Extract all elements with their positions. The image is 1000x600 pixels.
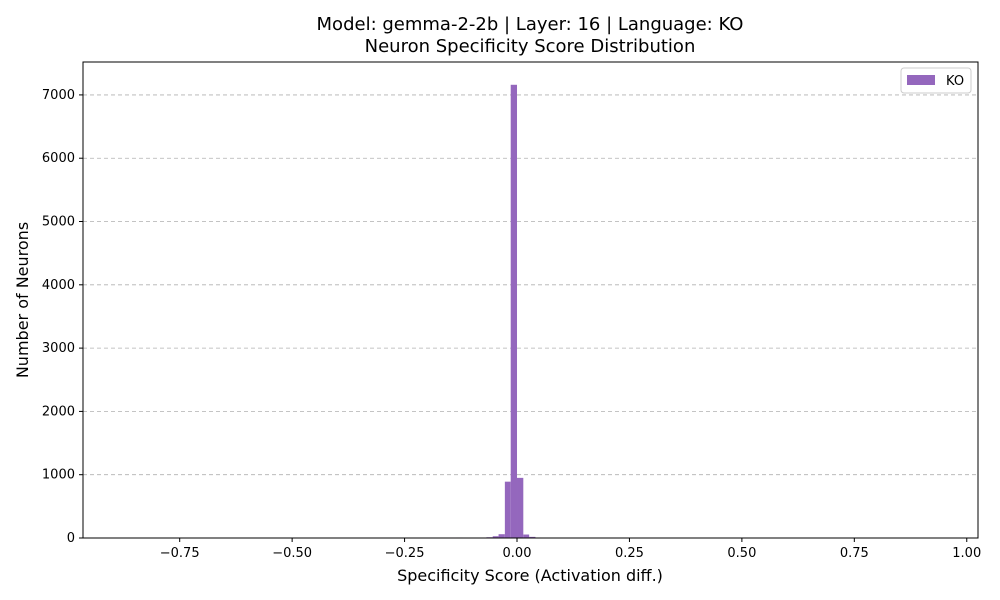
y-tick-label: 2000 — [42, 404, 75, 419]
legend: KO — [900, 67, 972, 94]
y-tick-label: 4000 — [42, 278, 75, 293]
legend-swatch — [907, 75, 935, 85]
histogram-bar — [523, 534, 530, 538]
x-tick-label: −0.75 — [160, 546, 200, 561]
y-tick-label: 7000 — [42, 88, 75, 103]
y-axis-label: Number of Neurons — [13, 222, 32, 378]
y-tick-label: 3000 — [42, 341, 75, 356]
chart-title-line2: Neuron Specificity Score Distribution — [365, 36, 696, 57]
chart-title-line1: Model: gemma-2-2b | Layer: 16 | Language… — [317, 14, 744, 35]
x-tick-label: 0.00 — [503, 546, 532, 561]
x-axis-ticks: −0.75 −0.50 −0.25 0.00 0.25 0.50 0.75 1.00 — [160, 538, 981, 561]
x-tick-label: 0.75 — [840, 546, 869, 561]
y-tick-label: 6000 — [42, 151, 75, 166]
plot-frame — [82, 61, 979, 539]
histogram-bar — [498, 534, 505, 538]
y-tick-label: 0 — [67, 531, 75, 546]
x-tick-label: 1.00 — [952, 546, 981, 561]
y-tick-label: 5000 — [42, 215, 75, 230]
x-tick-label: −0.25 — [385, 546, 425, 561]
y-tick-label: 1000 — [42, 468, 75, 483]
histogram-bar — [504, 481, 511, 538]
histogram-bar — [492, 536, 499, 538]
histogram-bar — [510, 84, 518, 538]
y-gridlines — [83, 94, 978, 539]
y-axis-ticks: 0 1000 2000 3000 4000 5000 6000 7000 — [42, 88, 83, 546]
histogram-bar — [529, 536, 536, 538]
histogram-bar — [517, 477, 524, 538]
legend-label: KO — [946, 74, 964, 89]
legend-box — [900, 67, 972, 94]
x-tick-label: 0.25 — [615, 546, 644, 561]
x-tick-label: −0.50 — [272, 546, 312, 561]
x-tick-label: 0.50 — [727, 546, 756, 561]
x-axis-label: Specificity Score (Activation diff.) — [397, 566, 663, 585]
